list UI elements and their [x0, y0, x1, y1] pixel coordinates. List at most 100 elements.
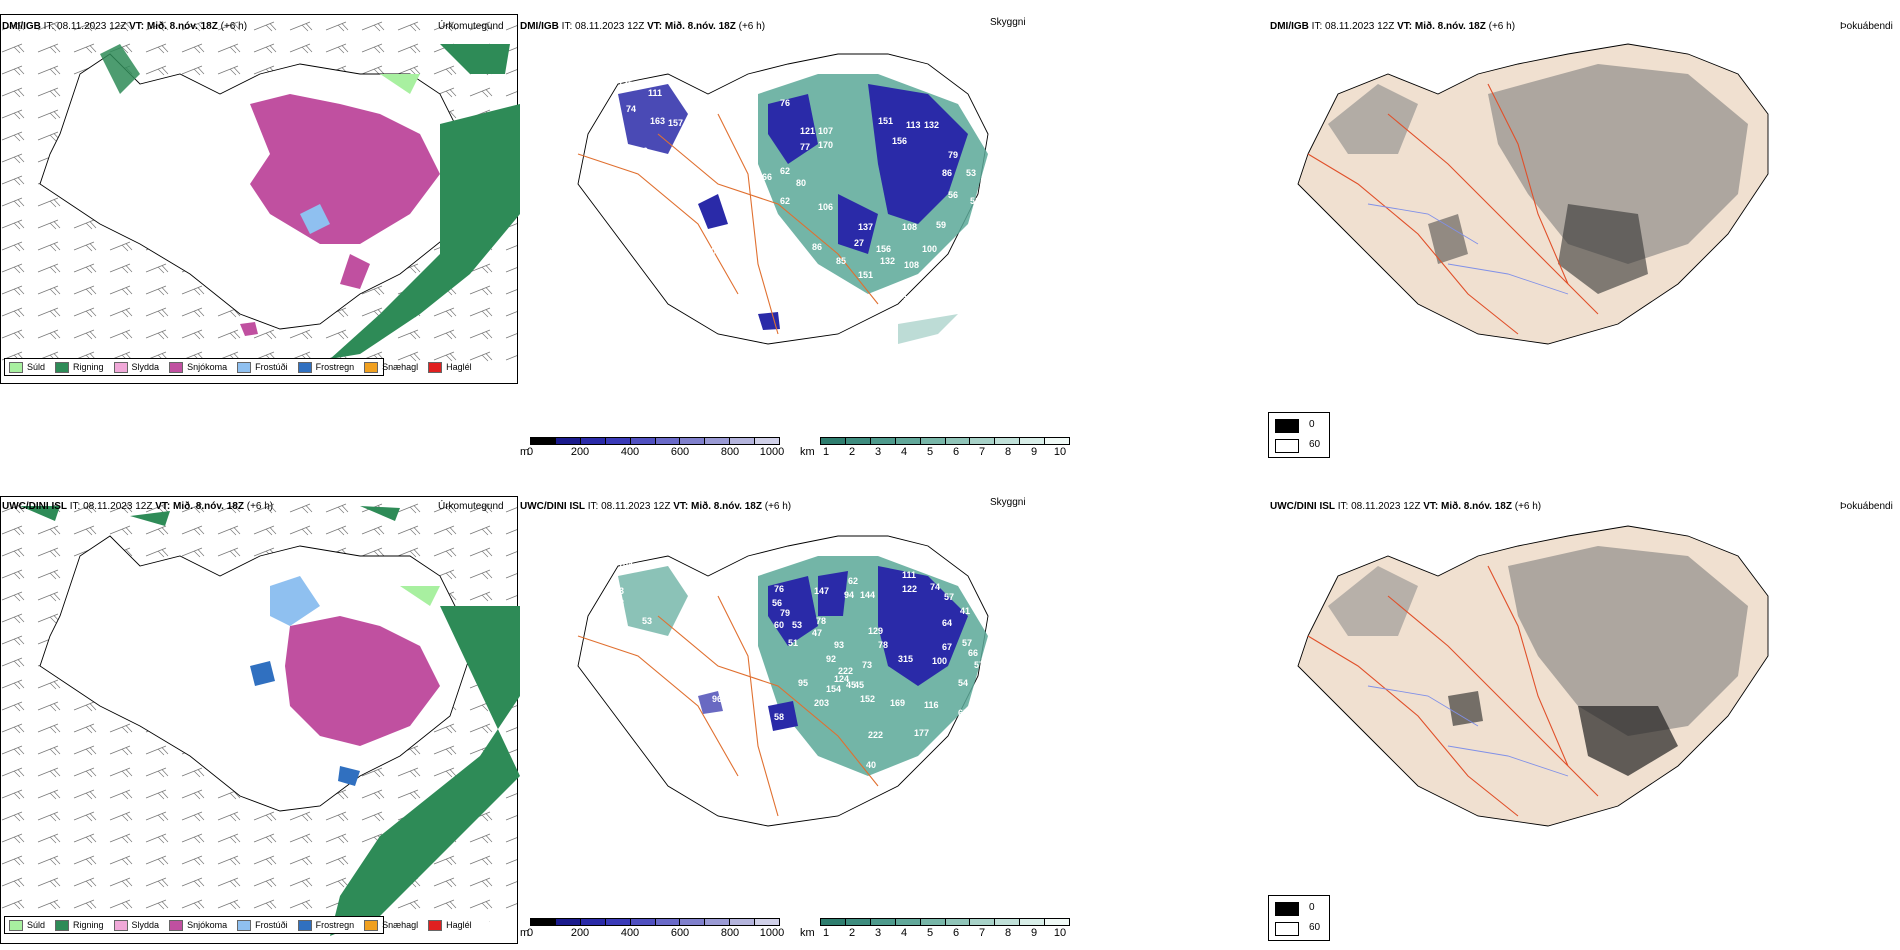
- visibility-label: 157: [668, 118, 683, 128]
- visibility-label: 57: [944, 592, 954, 602]
- tick-label: 400: [620, 927, 640, 939]
- visibility-label: 108: [902, 222, 917, 232]
- title-precip-type-row1: Úrkomutegund: [438, 21, 504, 32]
- colorbar-km-row2: 1 2 3 4 5 6 7 8 9 10: [820, 918, 1070, 940]
- visibility-label: 62: [780, 166, 790, 176]
- fog-swatch-black: [1275, 902, 1299, 916]
- visibility-label: 156: [892, 136, 907, 146]
- fog-panel-row1: [1268, 14, 1900, 414]
- visibility-label: 151: [878, 116, 893, 126]
- legend-label: Súld: [27, 362, 46, 372]
- visibility-label: 80: [796, 178, 806, 188]
- visibility-label: 78: [816, 616, 826, 626]
- visibility-label: 62: [780, 196, 790, 206]
- legend-item: Frostregn: [297, 361, 355, 373]
- visibility-label: 67: [942, 642, 952, 652]
- visibility-label: 222: [838, 666, 853, 676]
- colorbar-km-ticklabels: 1 2 3 4 5 6 7 8 9 10: [820, 927, 1070, 939]
- model-name: DMI/IGB: [2, 21, 41, 32]
- tick-label: 7: [978, 446, 986, 458]
- tick-label: 1000: [759, 927, 785, 939]
- visibility-label: 60: [774, 620, 784, 630]
- visibility-label: 96: [712, 694, 722, 704]
- tick-label: 600: [670, 446, 690, 458]
- lead-time: (+6 h): [246, 501, 274, 512]
- swatch-rain: [55, 361, 70, 373]
- visibility-label: 203: [814, 698, 829, 708]
- vt-label: VT:: [155, 501, 171, 512]
- visibility-label: 85: [836, 256, 846, 266]
- visibility-label: 41: [960, 606, 970, 616]
- legend-item: Súld: [9, 919, 45, 931]
- visibility-label: 222: [868, 730, 883, 740]
- swatch-snow: [169, 919, 184, 931]
- legend-item: Slydda: [113, 361, 159, 373]
- precip-map-row2: [1, 497, 520, 936]
- lead-time: (+6 h): [764, 501, 792, 512]
- legend-label: Haglél: [446, 362, 472, 372]
- fog-label: 0: [1309, 419, 1315, 430]
- tick-label: 3: [874, 927, 882, 939]
- legend-label: Rigning: [73, 362, 104, 372]
- tick-label: 7: [978, 927, 986, 939]
- legend-item: Frostúði: [237, 361, 288, 373]
- visibility-label: 106: [818, 202, 833, 212]
- visibility-label: 56: [772, 598, 782, 608]
- visibility-label: 111: [902, 570, 916, 580]
- visibility-label: 64: [954, 244, 964, 254]
- tick-label: 5: [926, 446, 934, 458]
- visibility-map-row1: 125 111 74 163 157 62 30 74 109 76 121 1…: [577, 53, 989, 394]
- visibility-label: 45: [854, 680, 864, 690]
- visibility-label: 60: [638, 562, 648, 572]
- swatch-freezing-rain: [297, 361, 312, 373]
- swatch-hail: [428, 361, 443, 373]
- it-value: 08.11.2023 12Z: [1351, 501, 1421, 512]
- vt-value: Mið. 8.nóv. 18Z: [691, 501, 762, 512]
- visibility-label: 93: [834, 640, 844, 650]
- it-label: IT:: [1311, 21, 1323, 32]
- visibility-label: 108: [904, 260, 919, 270]
- precip-frame: [0, 496, 518, 944]
- legend-label: Frostregn: [315, 362, 355, 372]
- visibility-label: 63: [614, 586, 624, 596]
- visibility-label: 113: [906, 120, 921, 130]
- visibility-label: 57: [974, 660, 984, 670]
- visibility-label: 74: [930, 582, 940, 592]
- visibility-label: 315: [898, 654, 913, 664]
- visibility-label: 51: [788, 638, 798, 648]
- fog-map-row2: [1297, 525, 1769, 827]
- visibility-label: 169: [890, 698, 905, 708]
- visibility-label: 122: [902, 584, 917, 594]
- precip-panel-row1: Súld Rigning Slydda Snjókoma Frostúði Fr…: [0, 14, 520, 394]
- visibility-label: 100: [932, 656, 947, 666]
- visibility-panel-row1: 125 111 74 163 157 62 30 74 109 76 121 1…: [518, 14, 1038, 394]
- fog-swatch-black: [1275, 419, 1299, 433]
- it-value: 08.11.2023 12Z: [601, 501, 671, 512]
- legend-label: Snæhagl: [382, 920, 419, 930]
- visibility-label: 94: [844, 590, 854, 600]
- tick-label: 8: [1004, 446, 1012, 458]
- visibility-label: 73: [862, 660, 872, 670]
- visibility-label: 57: [962, 638, 972, 648]
- visibility-label: 177: [914, 728, 929, 738]
- colorbar-m-unit-row1: m: [520, 446, 530, 458]
- visibility-label: 170: [818, 140, 833, 150]
- legend-label: Snjókoma: [187, 920, 228, 930]
- visibility-label: 151: [858, 270, 873, 280]
- visibility-label: 154: [826, 684, 841, 694]
- visibility-label: 152: [860, 694, 875, 704]
- fog-swatch-white: [1275, 922, 1299, 936]
- model-name: DMI/IGB: [520, 21, 559, 32]
- visibility-label: 77: [800, 142, 810, 152]
- legend-item: Snjókoma: [169, 361, 227, 373]
- model-name: UWC/DINI ISL: [2, 501, 67, 512]
- precip-panel-row2: Súld Rigning Slydda Snjókoma Frostúði Fr…: [0, 496, 520, 946]
- visibility-label: 58: [774, 712, 784, 722]
- visibility-label: 64: [942, 618, 952, 628]
- colorbar-km-row1: 1 2 3 4 5 6 7 8 9 10: [820, 437, 1070, 459]
- visibility-label: 100: [922, 244, 937, 254]
- colorbar-m-unit-row2: m: [520, 927, 530, 939]
- precip-map-row1: [1, 15, 520, 370]
- header-row1-precip: DMI/IGB IT: 08.11.2023 12Z VT: Mið. 8.nó…: [2, 20, 247, 34]
- swatch-snow-pellets: [364, 919, 379, 931]
